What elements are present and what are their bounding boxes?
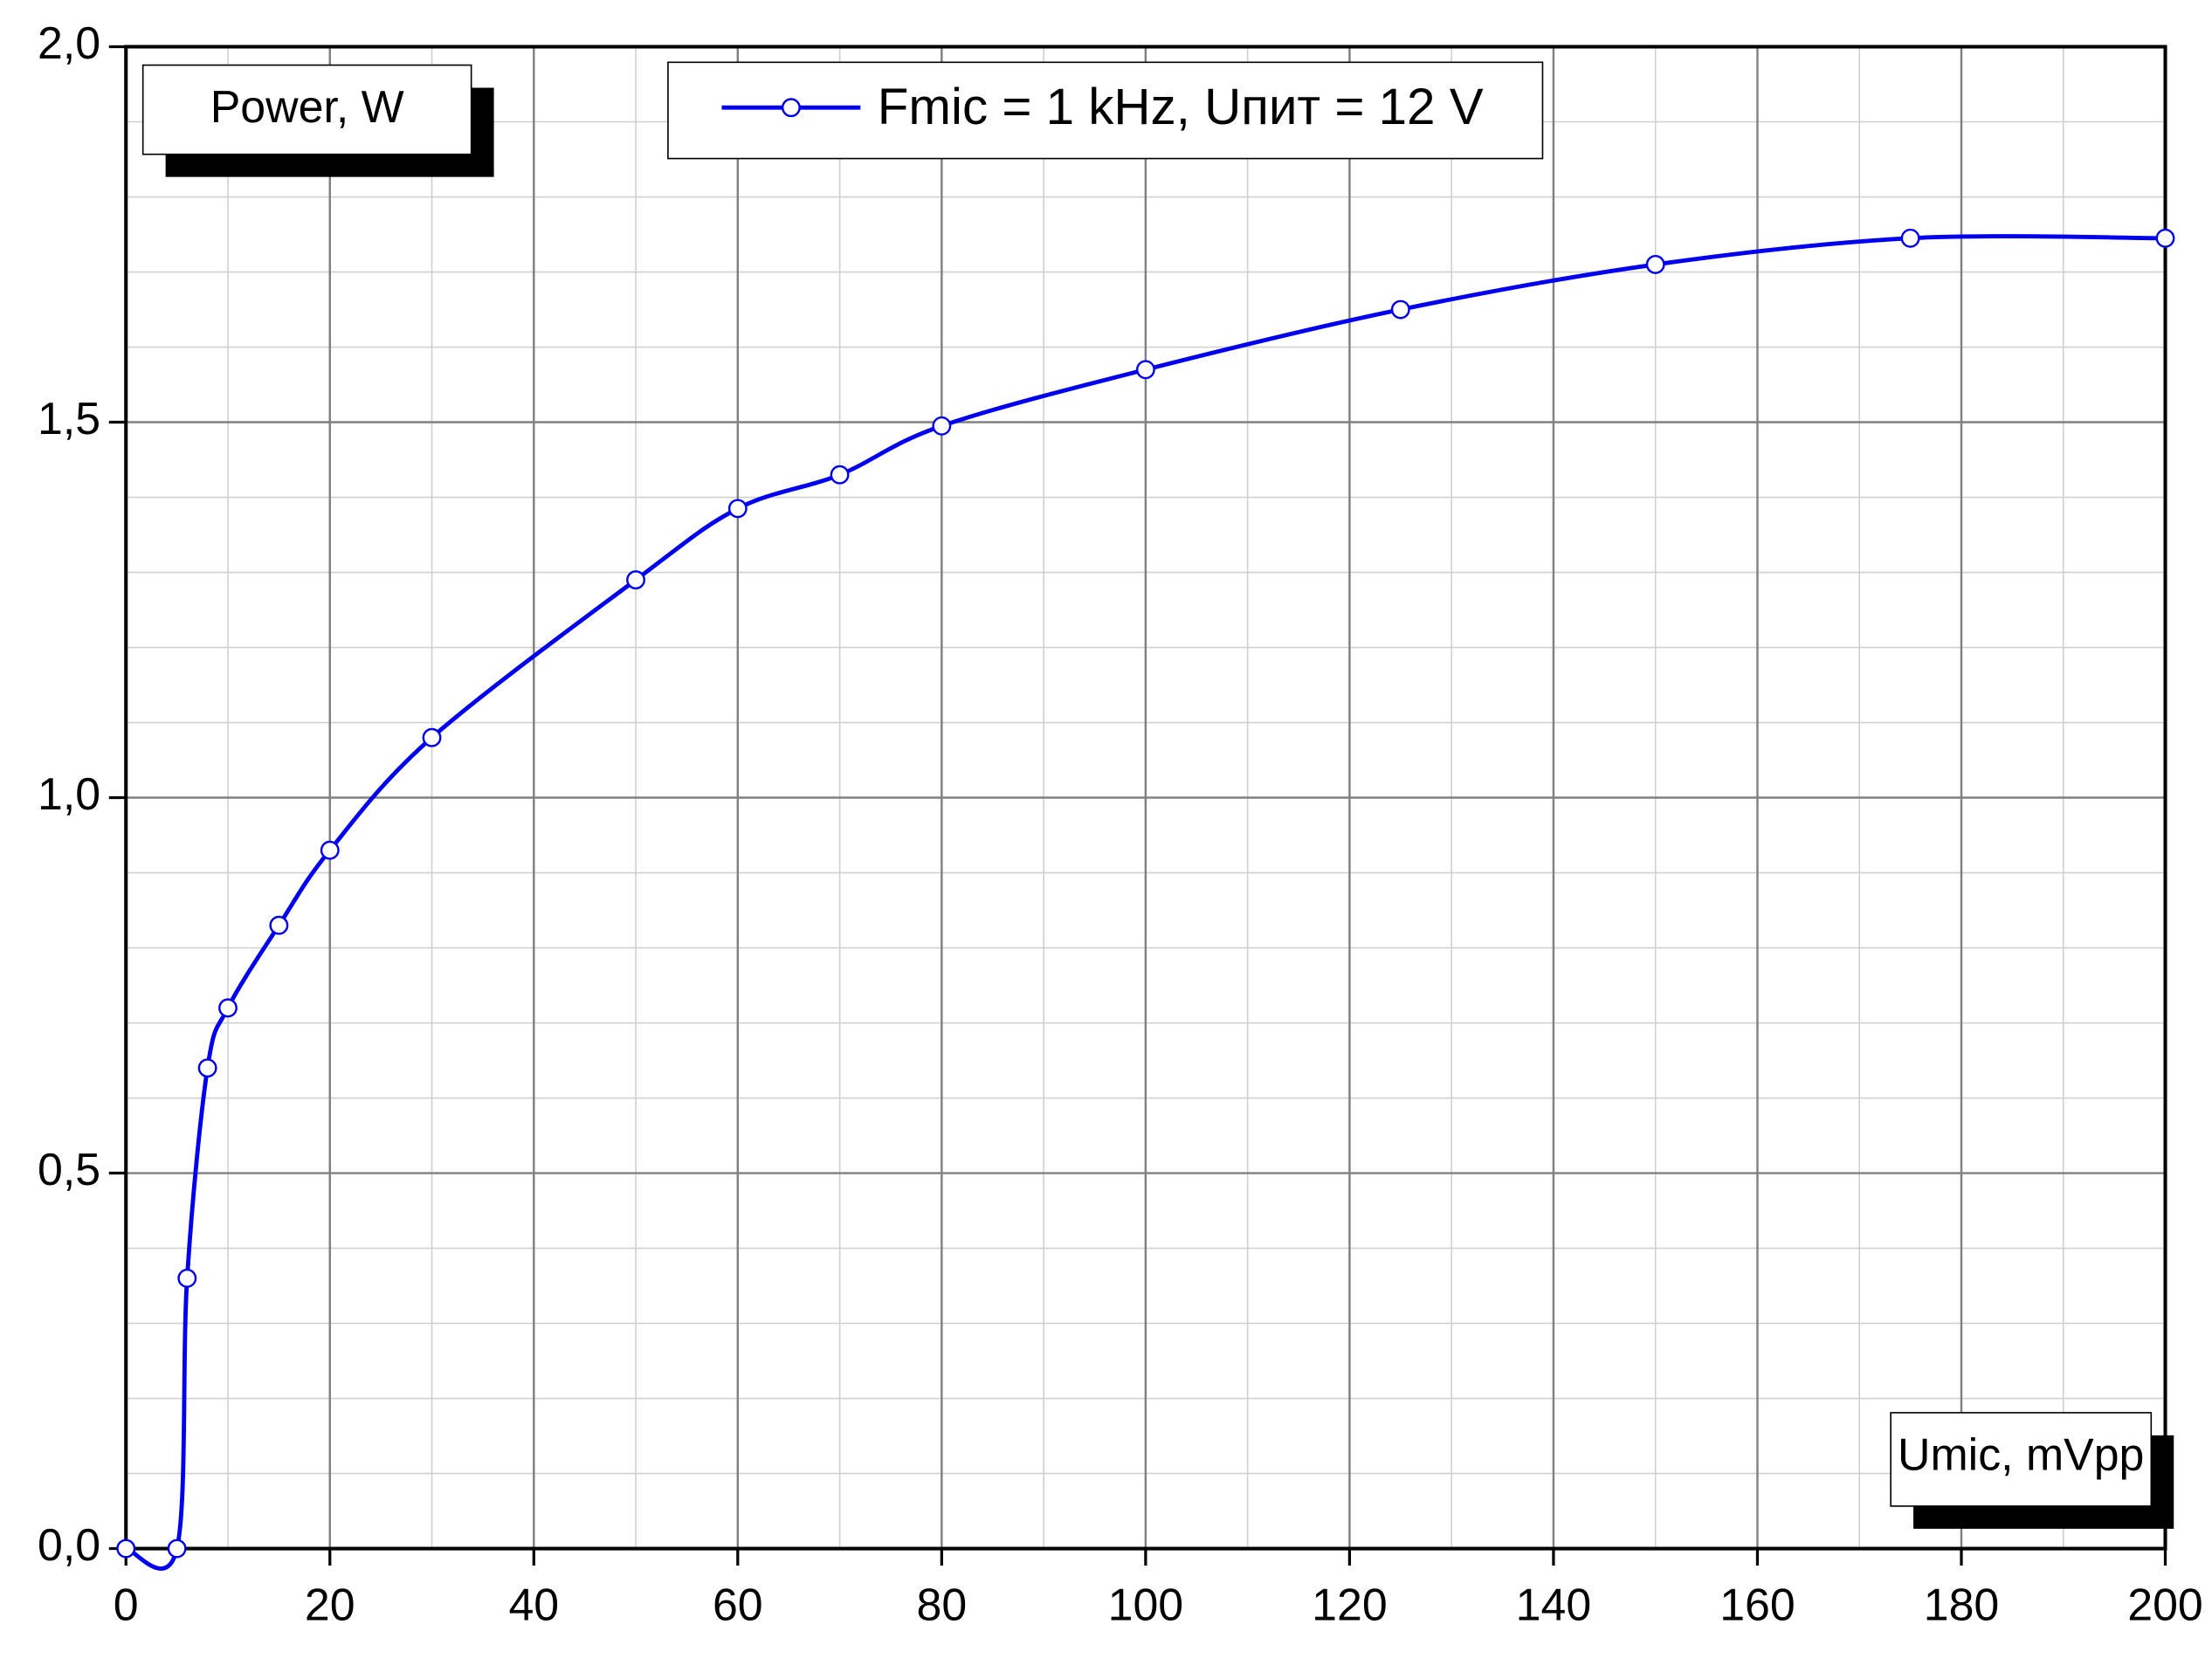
point [197,1058,217,1078]
point [1390,299,1410,320]
grid [125,45,2167,1550]
x-axis-label: Umic, mVpp [1898,1428,2144,1479]
ylabel-box: Power, W [141,64,494,177]
y-tick-label: 0,5 [38,1144,100,1194]
x-tick-label: 140 [1516,1579,1592,1629]
y-tick-label: 2,0 [38,17,100,68]
legend: Fmic = 1 kHz, Uпит = 12 V [667,61,1544,160]
point [1900,228,1920,248]
x-tick-label: 80 [917,1579,968,1629]
legend-marker [781,98,801,118]
y-tick-label: 1,5 [38,393,100,444]
x-tick-label: 160 [1719,1579,1795,1629]
x-tick-label: 100 [1108,1579,1184,1629]
x-tick-label: 200 [2127,1579,2203,1629]
y-tick-label: 1,0 [38,768,100,819]
point [830,465,850,485]
point [177,1268,197,1288]
series-line [125,234,2166,1571]
point [116,1539,136,1559]
point [269,915,289,935]
point [218,998,238,1018]
point [1645,254,1665,274]
xlabel-box: Umic, mVpp [1890,1412,2174,1529]
x-tick-label: 40 [508,1579,559,1629]
point [1135,360,1155,380]
point [626,570,645,590]
x-tick-label: 180 [1924,1579,2000,1629]
point [932,416,952,436]
box [141,64,472,155]
x-tick-label: 20 [305,1579,355,1629]
y-axis-label: Power, W [210,81,404,132]
point [2155,228,2175,248]
legend-box [667,61,1544,160]
plot-frame [124,45,2167,1551]
x-tick-label: 60 [713,1579,763,1629]
box [1890,1412,2153,1507]
point [167,1539,187,1559]
x-tick-label: 0 [114,1579,139,1629]
point [422,727,442,747]
y-tick-label: 0,0 [38,1519,100,1570]
x-tick-label: 120 [1312,1579,1388,1629]
legend-label: Fmic = 1 kHz, Uпит = 12 V [878,79,1484,135]
point [727,499,748,519]
point [320,840,340,860]
